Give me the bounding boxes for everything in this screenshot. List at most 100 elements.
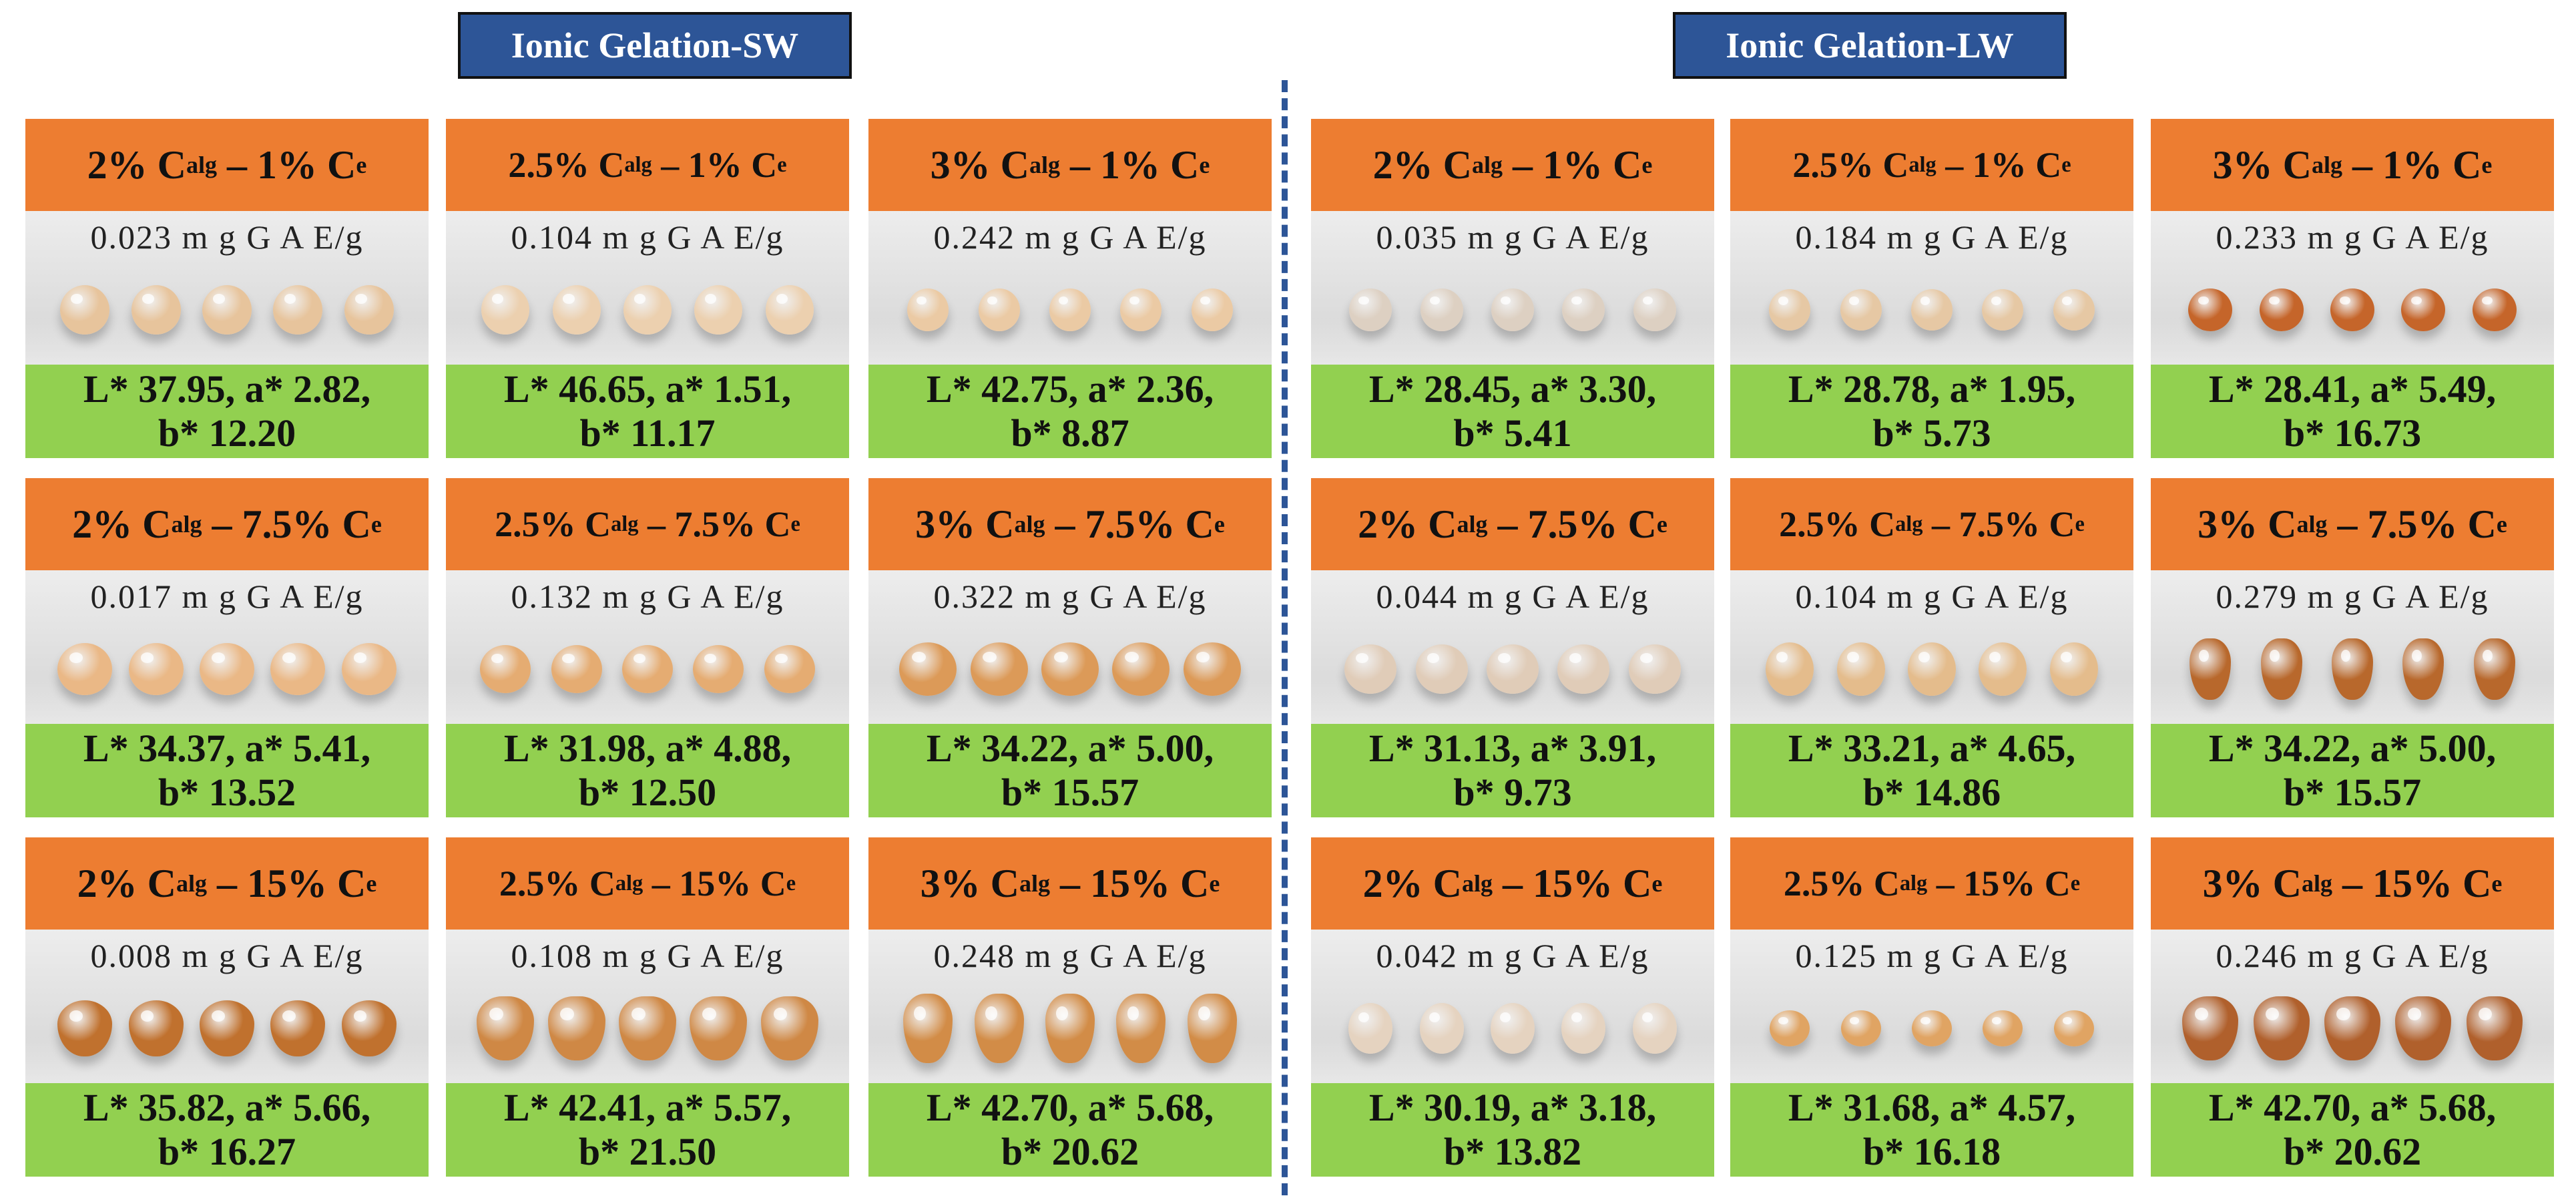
bead-photo: 0.125 m g G A E/g — [1730, 930, 2133, 1083]
bead — [1557, 644, 1610, 694]
bead-photo: 0.017 m g G A E/g — [25, 570, 429, 724]
bead — [2259, 288, 2304, 331]
color-line-b: b* 16.73 — [2283, 411, 2422, 455]
bead — [1979, 642, 2027, 696]
bead — [907, 288, 949, 331]
color-line-b: b* 15.57 — [1001, 771, 1139, 814]
bead — [1561, 1003, 1606, 1054]
bead — [1415, 644, 1468, 694]
alginate-concentration: 2% — [72, 502, 133, 546]
bead — [2053, 1010, 2094, 1046]
bead — [1633, 288, 1676, 331]
bead — [341, 643, 397, 695]
bead-row — [892, 988, 1248, 1068]
bead — [2395, 996, 2452, 1060]
bead-photo: 0.248 m g G A E/g — [868, 930, 1272, 1083]
bead — [60, 285, 110, 335]
color-line-b: b* 20.62 — [1001, 1130, 1139, 1173]
bead — [694, 285, 743, 335]
extract-concentration: 1% — [688, 145, 742, 185]
color-line-la: L* 30.19, a* 3.18, — [1368, 1086, 1657, 1129]
color-line-la: L* 28.41, a* 5.49, — [2208, 367, 2497, 411]
extract-concentration: 7.5% — [1085, 502, 1176, 546]
bead-photo: 0.246 m g G A E/g — [2151, 930, 2554, 1083]
bead — [131, 285, 181, 335]
phenolic-content-value: 0.044 m g G A E/g — [1376, 578, 1649, 615]
color-line-la: L* 42.41, a* 5.57, — [503, 1086, 792, 1129]
color-line-b: b* 11.17 — [579, 411, 716, 455]
bead — [1983, 1010, 2023, 1046]
color-line-la: L* 34.37, a* 5.41, — [83, 727, 371, 770]
bead — [1770, 1010, 1810, 1046]
color-parameters: L* 46.65, a* 1.51, b* 11.17 — [446, 365, 849, 458]
bead-row — [1335, 270, 1690, 350]
bead-photo: 0.279 m g G A E/g — [2151, 570, 2554, 724]
bead — [551, 645, 602, 693]
alginate-concentration: 2% — [87, 142, 148, 187]
color-line-la: L* 42.70, a* 5.68, — [926, 1086, 1214, 1129]
extract-concentration: 15% — [1090, 861, 1171, 906]
alginate-concentration: 2.5% — [508, 145, 589, 185]
bead — [1628, 644, 1681, 694]
bead — [344, 285, 394, 335]
phenolic-content-value: 0.008 m g G A E/g — [90, 937, 364, 974]
bead — [199, 643, 254, 695]
bead-row — [2175, 270, 2530, 350]
extract-concentration: 7.5% — [2367, 502, 2458, 546]
bead — [57, 1000, 113, 1056]
phenolic-content-value: 0.104 m g G A E/g — [1795, 578, 2069, 615]
color-line-la: L* 28.45, a* 3.30, — [1368, 367, 1657, 411]
color-line-la: L* 35.82, a* 5.66, — [83, 1086, 371, 1129]
phenolic-content-value: 0.322 m g G A E/g — [933, 578, 1207, 615]
bead-photo: 0.233 m g G A E/g — [2151, 211, 2554, 365]
bead — [1910, 289, 1953, 331]
phenolic-content-value: 0.108 m g G A E/g — [511, 937, 784, 974]
alginate-concentration: 2.5% — [1779, 504, 1860, 544]
alginate-concentration: 2% — [77, 861, 138, 906]
bead-row — [892, 629, 1248, 709]
bead — [1491, 288, 1534, 331]
bead — [341, 1000, 397, 1056]
bead — [1187, 994, 1237, 1063]
bead — [2324, 996, 2380, 1060]
bead — [2331, 638, 2373, 700]
color-parameters: L* 42.70, a* 5.68, b* 20.62 — [2151, 1083, 2554, 1177]
phenolic-content-value: 0.125 m g G A E/g — [1795, 937, 2069, 974]
extract-concentration: 15% — [679, 863, 752, 904]
bead — [1112, 642, 1170, 696]
bead — [477, 996, 535, 1060]
bead — [1183, 642, 1241, 696]
bead-photo: 0.322 m g G A E/g — [868, 570, 1272, 724]
bead — [1049, 288, 1091, 331]
color-parameters: L* 31.68, a* 4.57, b* 16.18 — [1730, 1083, 2133, 1177]
bead — [199, 1000, 254, 1056]
bead — [2466, 996, 2523, 1060]
bead — [1116, 994, 1166, 1063]
extract-concentration: 15% — [1533, 861, 1613, 906]
phenolic-content-value: 0.132 m g G A E/g — [511, 578, 784, 615]
bead-photo: 0.108 m g G A E/g — [446, 930, 849, 1083]
bead — [481, 285, 530, 335]
bead — [128, 1000, 184, 1056]
bead-row — [49, 270, 405, 350]
extract-concentration: 1% — [1100, 142, 1161, 187]
color-line-b: b* 12.20 — [158, 411, 296, 455]
bead — [1045, 994, 1095, 1063]
bead — [1419, 1003, 1464, 1054]
bead — [1562, 288, 1605, 331]
bead — [2472, 288, 2517, 331]
bead — [1769, 289, 1811, 331]
color-parameters: L* 33.21, a* 4.65, b* 14.86 — [1730, 724, 2133, 817]
